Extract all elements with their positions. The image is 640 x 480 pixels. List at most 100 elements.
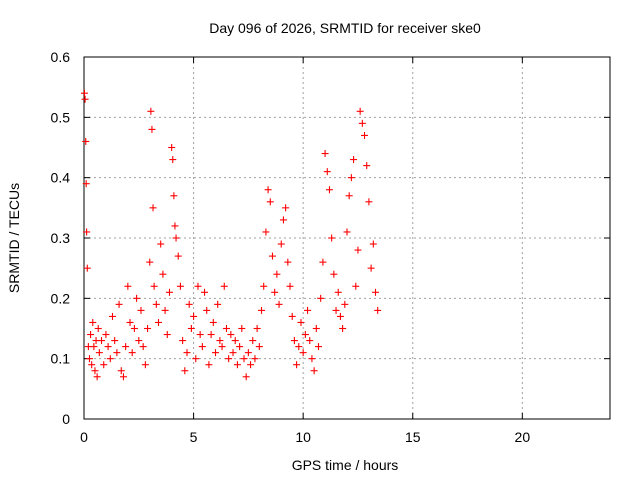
data-point <box>168 144 176 151</box>
data-point <box>266 198 274 206</box>
y-tick-label: 0.6 <box>51 49 71 65</box>
data-point <box>247 361 255 369</box>
data-point <box>341 300 349 308</box>
grid-lines <box>84 57 610 419</box>
data-point <box>319 258 327 266</box>
data-point <box>374 306 382 314</box>
data-point <box>141 361 149 369</box>
plot-frame <box>83 56 611 420</box>
data-point <box>149 204 157 212</box>
chart-title: Day 096 of 2026, SRMTID for receiver ske… <box>209 20 481 36</box>
data-point <box>201 288 209 296</box>
data-point <box>203 306 211 314</box>
data-point <box>85 355 93 363</box>
data-point <box>334 288 342 296</box>
data-point <box>194 282 202 290</box>
data-point <box>227 331 235 339</box>
data-point <box>90 343 98 351</box>
data-point <box>163 331 171 339</box>
data-point <box>165 288 173 296</box>
data-point <box>330 270 338 278</box>
data-point <box>343 228 351 236</box>
data-point <box>137 306 145 314</box>
data-point <box>295 343 303 351</box>
data-point <box>286 282 294 290</box>
data-point <box>277 240 285 248</box>
data-point <box>225 355 233 363</box>
data-point <box>312 325 320 332</box>
data-point <box>297 318 305 326</box>
x-tick-label: 0 <box>80 429 88 445</box>
axis-ticks <box>83 56 610 420</box>
data-point <box>113 349 121 357</box>
data-point <box>268 252 276 260</box>
data-point <box>181 367 189 375</box>
data-point <box>102 331 110 339</box>
data-point <box>183 349 191 357</box>
data-point <box>198 343 206 351</box>
data-point <box>273 270 281 278</box>
data-point <box>185 300 193 308</box>
data-point <box>133 294 141 302</box>
data-point <box>356 107 364 115</box>
x-tick-label: 15 <box>405 429 421 445</box>
data-point <box>80 89 88 97</box>
data-point <box>282 204 290 212</box>
data-point <box>279 216 287 224</box>
data-point <box>126 318 134 326</box>
data-point <box>152 300 160 308</box>
data-point <box>233 361 241 369</box>
data-point <box>179 337 187 345</box>
data-point <box>317 294 325 302</box>
data-point <box>146 258 154 266</box>
data-point <box>290 337 298 345</box>
data-point <box>358 119 366 127</box>
data-point <box>119 373 127 381</box>
data-point <box>135 337 143 345</box>
data-point <box>255 343 263 351</box>
data-point <box>88 361 96 369</box>
data-point <box>308 355 316 363</box>
data-point <box>284 258 292 266</box>
data-point <box>238 325 246 332</box>
data-point <box>82 137 90 145</box>
data-point <box>293 361 301 369</box>
data-point <box>130 325 138 332</box>
data-point <box>304 306 312 314</box>
data-point <box>212 349 219 357</box>
data-point <box>367 264 375 272</box>
data-point <box>352 282 360 290</box>
data-point <box>363 162 371 170</box>
data-point <box>220 282 228 290</box>
data-point <box>345 192 353 200</box>
data-point <box>159 270 167 278</box>
data-point <box>209 318 217 326</box>
data-point <box>87 331 95 339</box>
data-point <box>98 337 106 345</box>
data-point <box>82 180 90 188</box>
data-point <box>190 312 198 320</box>
x-tick-label: 5 <box>190 429 198 445</box>
data-point <box>328 234 336 242</box>
data-point <box>104 343 112 351</box>
data-point <box>332 306 340 314</box>
data-point <box>148 125 156 133</box>
data-point <box>196 331 204 339</box>
data-point <box>275 300 283 308</box>
y-tick-labels: 0 0.1 0.2 0.3 0.4 0.5 0.6 <box>51 49 71 427</box>
data-point <box>172 234 180 242</box>
data-point <box>169 156 177 164</box>
data-point <box>205 361 213 369</box>
y-tick-label: 0.3 <box>51 230 71 246</box>
data-point <box>242 373 250 381</box>
x-tick-label: 10 <box>295 429 311 445</box>
data-point <box>262 228 270 236</box>
data-point <box>249 337 257 345</box>
data-point <box>354 246 362 254</box>
data-point <box>207 331 215 339</box>
data-point <box>236 343 244 351</box>
data-point <box>161 306 169 314</box>
data-point <box>106 355 114 363</box>
data-point <box>240 355 248 363</box>
